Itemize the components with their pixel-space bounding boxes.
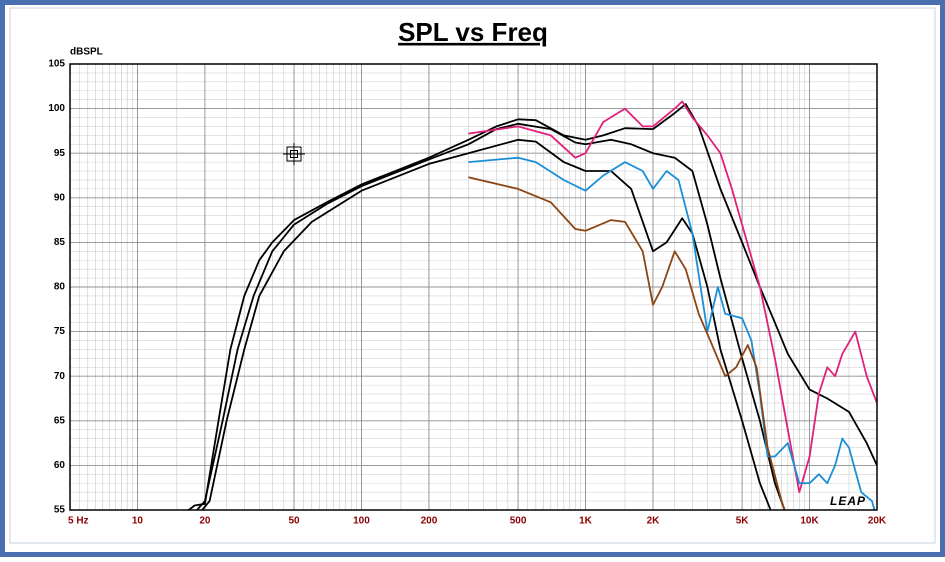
x-tick-label: 5 Hz	[68, 516, 89, 527]
x-tick-label: 200	[421, 516, 438, 527]
cursor-marker	[283, 143, 305, 165]
response-curve	[468, 100, 877, 494]
x-tick-label: 20	[199, 516, 211, 527]
y-tick-label: 65	[54, 415, 66, 426]
y-tick-label: 105	[48, 59, 65, 70]
x-tick-label: 10	[132, 516, 144, 527]
y-tick-label: 75	[54, 326, 66, 337]
x-tick-label: 1K	[579, 516, 593, 527]
y-tick-label: 85	[54, 237, 66, 248]
x-tick-label: 100	[353, 516, 370, 527]
response-curve	[195, 122, 786, 510]
logo: LEAP	[830, 494, 866, 508]
y-tick-label: 90	[54, 192, 66, 203]
y-tick-label: 80	[54, 282, 66, 293]
x-tick-label: 50	[288, 516, 300, 527]
curves	[187, 100, 877, 510]
response-curve	[468, 176, 786, 510]
y-tick-label: 55	[54, 505, 66, 516]
x-tick-label: 20K	[868, 516, 887, 527]
response-curve	[187, 103, 877, 510]
y-axis-label: dBSPL	[70, 47, 103, 58]
y-tick-label: 70	[54, 371, 66, 382]
plot-border	[69, 63, 878, 511]
response-curve	[200, 138, 773, 510]
x-tick-label: 10K	[800, 516, 819, 527]
x-tick-label: 2K	[647, 516, 661, 527]
y-tick-label: 95	[54, 148, 66, 159]
inner-frame	[9, 7, 936, 544]
response-curve	[468, 156, 876, 510]
y-tick-label: 100	[48, 103, 65, 114]
x-tick-label: 500	[510, 516, 527, 527]
x-tick-label: 5K	[736, 516, 750, 527]
chart-title: SPL vs Freq	[398, 17, 548, 47]
y-tick-label: 60	[54, 460, 66, 471]
